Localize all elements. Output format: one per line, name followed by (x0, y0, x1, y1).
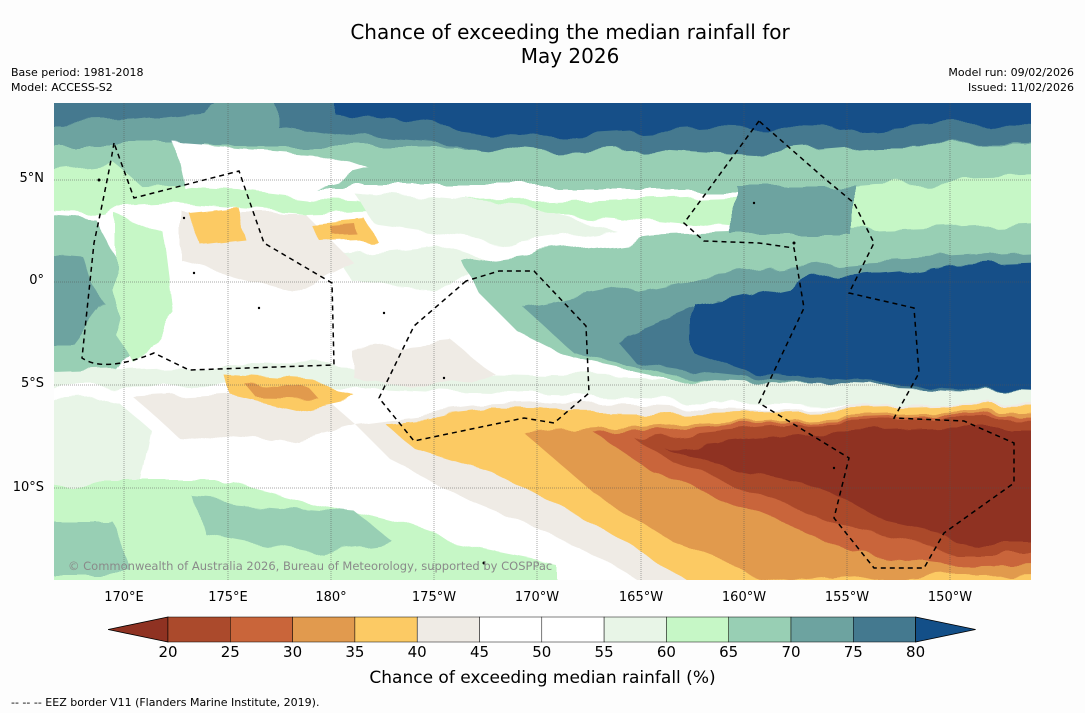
colorbar-tick-label: 60 (656, 643, 676, 661)
colorbar-tick-label: 45 (469, 643, 490, 661)
colorbar-tick-label: 50 (532, 643, 552, 661)
colorbar-tick-label: 80 (906, 643, 926, 661)
rainfall-shading (54, 103, 1031, 580)
title-line-2: May 2026 (520, 44, 620, 68)
lon-label: 175°E (208, 590, 248, 605)
colorbar-segment (603, 616, 667, 643)
rainfall-probability-map (54, 103, 1031, 580)
colorbar-segment (853, 616, 916, 643)
lon-label: 150°W (927, 590, 973, 605)
base-period: Base period: 1981-2018 (11, 66, 144, 79)
colorbar-tick-label: 30 (283, 643, 303, 661)
colorbar-segment (479, 616, 543, 643)
lat-label: 5°N (19, 171, 45, 186)
colorbar-tick-label: 20 (158, 643, 178, 661)
colorbar-arrow-low (108, 616, 169, 643)
colorbar-segment (790, 616, 854, 643)
eez-borders (81, 119, 1015, 569)
issued-date: Issued: 11/02/2026 (967, 81, 1074, 94)
lon-label: 170°E (104, 590, 144, 605)
colorbar-tick-label: 25 (220, 643, 240, 661)
colorbar-arrow-high (915, 616, 976, 643)
title-line-1: Chance of exceeding the median rainfall … (350, 20, 790, 44)
model-name: Model: ACCESS-S2 (11, 81, 113, 94)
lon-label: 165°W (618, 590, 664, 605)
colorbar-tick-label: 75 (843, 643, 863, 661)
colorbar-tick-label: 70 (781, 643, 801, 661)
colorbar-segment (666, 616, 729, 643)
colorbar-tick-label: 35 (345, 643, 365, 661)
colorbar-segment (292, 616, 356, 643)
lat-label: 0° (29, 273, 44, 288)
colorbar-segment (167, 616, 231, 643)
colorbar-segment (354, 616, 418, 643)
colorbar-tick-label: 55 (594, 643, 614, 661)
lat-label: 5°S (20, 376, 44, 391)
lon-label: 175°W (411, 590, 457, 605)
model-info: Base period: 1981-2018 Model: ACCESS-S2 (11, 65, 143, 95)
run-info: Model run: 09/02/2026 Issued: 11/02/2026 (948, 65, 1074, 95)
colorbar-segment (230, 616, 293, 643)
lon-label: 180° (315, 590, 347, 605)
colorbar-tick-label: 40 (407, 643, 427, 661)
copyright-notice: © Commonwealth of Australia 2026, Bureau… (68, 559, 553, 573)
graticule (54, 103, 1031, 580)
colorbar-segment (541, 616, 605, 643)
colorbar (108, 616, 976, 643)
map-title: Chance of exceeding the median rainfall … (0, 20, 1085, 68)
map-canvas (54, 103, 1031, 580)
lat-label: 10°S (12, 480, 44, 495)
eez-legend: -- -- -- EEZ border V11 (Flanders Marine… (11, 696, 320, 709)
colorbar-segment (728, 616, 792, 643)
colorbar-label: Chance of exceeding median rainfall (%) (369, 668, 716, 688)
lon-label: 170°W (514, 590, 560, 605)
colorbar-segment (416, 616, 480, 643)
island-marks (97, 178, 836, 565)
colorbar-tick-label: 65 (719, 643, 739, 661)
lon-label: 155°W (824, 590, 870, 605)
lon-label: 160°W (721, 590, 767, 605)
model-run-date: Model run: 09/02/2026 (948, 66, 1074, 79)
